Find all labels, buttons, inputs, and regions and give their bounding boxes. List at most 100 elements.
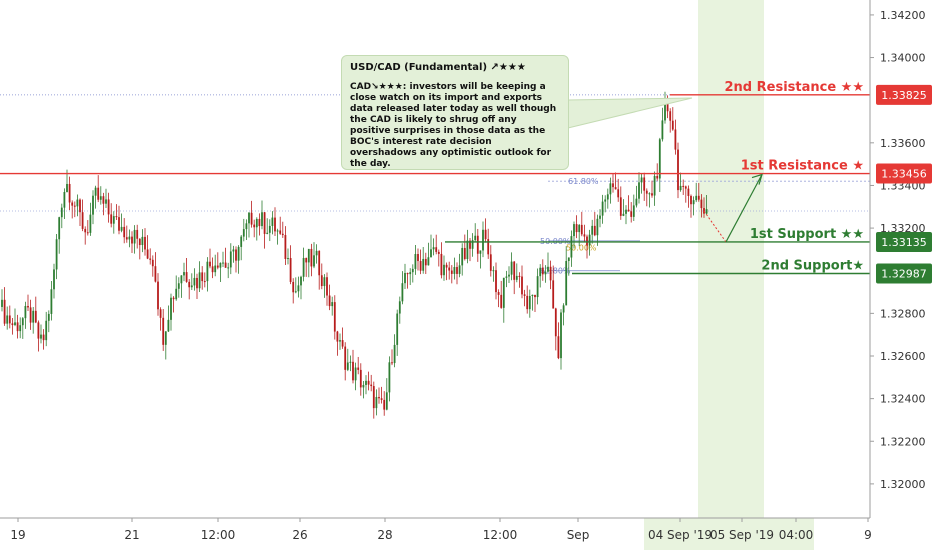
candle-body xyxy=(565,261,568,306)
candle-body xyxy=(339,340,341,342)
s1-label: 1st Support ★★ xyxy=(750,227,864,242)
candle-body xyxy=(40,334,42,339)
candle-body xyxy=(211,266,214,273)
candle-body xyxy=(409,272,412,275)
candle-body xyxy=(697,195,700,200)
candle-body xyxy=(609,183,612,195)
candle-body xyxy=(586,236,588,246)
candle-body xyxy=(357,367,360,370)
candle-body xyxy=(8,315,11,324)
fib-label-618-low: 61.80% xyxy=(540,267,571,276)
x-tick-label: 05 Sep '19 xyxy=(710,528,774,542)
r2-price-text: 1.33825 xyxy=(881,89,927,102)
candle-body xyxy=(188,281,191,288)
candle-body xyxy=(313,255,315,267)
candle-body xyxy=(370,384,373,387)
candle-body xyxy=(305,257,308,263)
candle-body xyxy=(661,120,664,140)
candle-body xyxy=(149,258,152,260)
candle-body xyxy=(105,199,107,204)
candle-body xyxy=(648,193,651,195)
candle-body xyxy=(245,223,248,230)
y-axis-ticks: 1.342001.340001.336001.334001.332001.328… xyxy=(870,9,926,491)
candle-body xyxy=(432,247,435,250)
candle-body xyxy=(674,129,677,150)
candle-body xyxy=(229,251,232,268)
candle-body xyxy=(331,302,334,307)
candle-body xyxy=(531,294,534,296)
candle-body xyxy=(362,384,365,388)
x-tick-label: 04 Sep '19 xyxy=(648,528,712,542)
candle-body xyxy=(437,251,440,254)
candle-body xyxy=(222,262,224,264)
candle-body xyxy=(359,369,362,388)
candle-body xyxy=(248,212,250,224)
candle-body xyxy=(240,236,243,247)
candle-body xyxy=(463,247,466,260)
candle-body xyxy=(479,250,482,254)
candle-body xyxy=(279,230,282,234)
candle-body xyxy=(84,228,87,233)
candle-body xyxy=(495,270,497,293)
candle-body xyxy=(333,302,336,332)
candle-body xyxy=(29,307,32,323)
candle-body xyxy=(523,294,526,296)
x-tick-label: 26 xyxy=(292,528,307,542)
candle-body xyxy=(380,398,383,400)
candle-body xyxy=(502,277,505,308)
candle-body xyxy=(692,200,695,205)
candle-body xyxy=(268,225,271,233)
candle-body xyxy=(593,225,596,236)
candle-body xyxy=(508,274,510,277)
candle-body xyxy=(401,283,404,302)
candle-body xyxy=(1,299,3,307)
candle-body xyxy=(307,248,310,263)
candle-body xyxy=(326,277,328,296)
candle-body xyxy=(237,246,240,261)
candle-body xyxy=(120,226,123,231)
candle-body xyxy=(664,103,666,121)
candle-body xyxy=(183,272,185,276)
candle-body xyxy=(562,305,565,313)
x-tick-label: 12:00 xyxy=(201,528,236,542)
candle-body xyxy=(328,295,331,307)
r1-price-text: 1.33456 xyxy=(881,168,927,181)
candle-body xyxy=(627,209,630,212)
candle-body xyxy=(539,267,542,277)
candle-body xyxy=(448,267,451,271)
candle-body xyxy=(232,249,235,252)
candle-body xyxy=(700,199,703,209)
candle-body xyxy=(450,270,453,274)
candle-body xyxy=(180,275,183,284)
candle-body xyxy=(3,299,6,324)
candle-body xyxy=(417,254,419,262)
candle-body xyxy=(224,262,227,268)
candle-body xyxy=(625,209,627,214)
candle-body xyxy=(630,211,633,217)
candle-body xyxy=(125,237,128,240)
candle-body xyxy=(73,205,76,207)
candle-body xyxy=(703,208,705,214)
candle-body xyxy=(469,240,471,249)
candle-body xyxy=(346,362,349,370)
candle-body xyxy=(24,305,27,319)
highlight-axis-band xyxy=(644,518,814,550)
candle-body xyxy=(588,234,591,246)
candle-body xyxy=(471,240,474,249)
candle-body xyxy=(227,267,230,269)
candle-body xyxy=(411,268,414,273)
candle-body xyxy=(365,380,367,385)
candle-body xyxy=(578,224,581,233)
y-tick-label: 1.32600 xyxy=(880,350,926,363)
candle-body xyxy=(570,236,573,258)
forecast-arrow-line xyxy=(725,174,763,243)
candle-body xyxy=(487,239,490,255)
candle-body xyxy=(16,322,19,332)
candle-body xyxy=(534,294,536,298)
s1-price-tag xyxy=(876,231,932,252)
candle-body xyxy=(271,217,274,226)
candle-body xyxy=(118,217,120,231)
candle-body xyxy=(45,320,48,341)
candle-body xyxy=(492,270,495,272)
candle-body xyxy=(617,189,620,198)
